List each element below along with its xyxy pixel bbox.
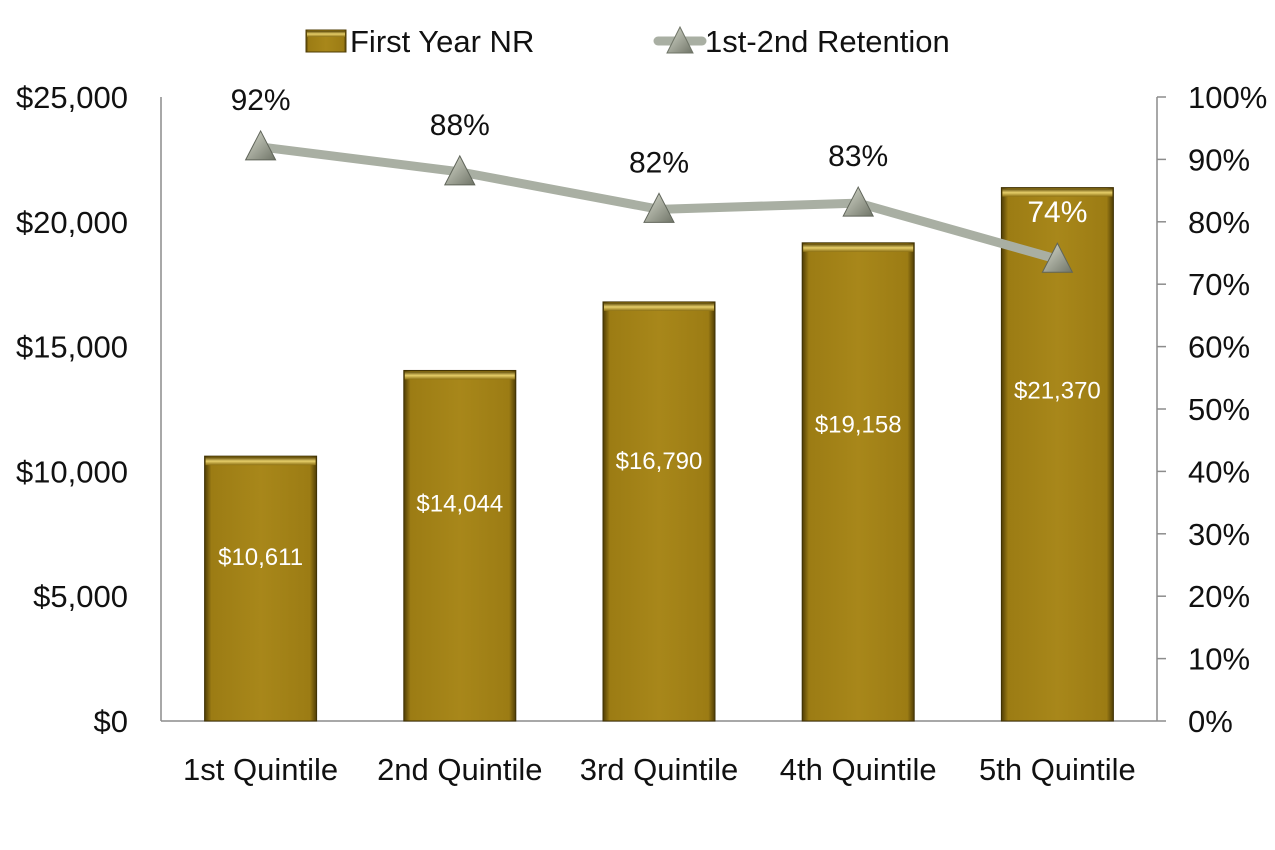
line-series bbox=[244, 129, 1074, 273]
right-axis-tick-label: 30% bbox=[1188, 517, 1250, 552]
left-axis-tick-label: $10,000 bbox=[16, 454, 128, 489]
x-axis-tick-label: 5th Quintile bbox=[979, 752, 1136, 787]
bar-bevel bbox=[205, 457, 316, 466]
legend-swatch-bar-highlight bbox=[307, 31, 345, 37]
retention-data-label: 82% bbox=[629, 146, 689, 179]
retention-marker bbox=[443, 154, 476, 186]
x-axis-tick-label: 4th Quintile bbox=[780, 752, 937, 787]
bar-data-label: $19,158 bbox=[815, 412, 902, 439]
bar bbox=[403, 369, 517, 722]
bar-data-label: $16,790 bbox=[616, 448, 703, 475]
line-data-labels: 92% 88% 82% 83% 74% bbox=[231, 84, 1088, 229]
legend-label-retention: 1st-2nd Retention bbox=[705, 24, 950, 59]
retention-marker bbox=[1041, 242, 1074, 273]
retention-marker bbox=[643, 192, 675, 223]
bar-data-label: $14,044 bbox=[416, 491, 503, 518]
bar-bevel bbox=[1002, 188, 1113, 197]
right-axis-tick-label: 10% bbox=[1188, 642, 1250, 677]
retention-data-label: 92% bbox=[231, 84, 291, 117]
bar-bevel bbox=[604, 302, 714, 311]
bar bbox=[204, 455, 318, 722]
right-axis-tick-label: 100% bbox=[1188, 80, 1267, 115]
right-axis-tick-label: 70% bbox=[1188, 267, 1250, 302]
left-axis-tick-label: $15,000 bbox=[16, 330, 128, 365]
right-axis-tick-label: 80% bbox=[1188, 205, 1250, 240]
right-axis-tick-labels: 0% 10% 20% 30% 40% 50% 60% 70% 80% 90% 100% bbox=[1188, 80, 1267, 739]
bar-data-label: $10,611 bbox=[218, 544, 303, 571]
retention-data-label: 83% bbox=[828, 140, 888, 173]
retention-data-label: 88% bbox=[430, 109, 490, 142]
bar-data-label: $21,370 bbox=[1014, 377, 1101, 404]
left-axis-tick-label: $25,000 bbox=[16, 80, 128, 115]
legend: First Year NR 1st-2nd Retention bbox=[305, 24, 950, 59]
right-axis-tick-label: 0% bbox=[1188, 704, 1233, 739]
right-axis-tick-label: 40% bbox=[1188, 454, 1250, 489]
bar-data-labels: $10,611 $14,044 $16,790 $19,158 $21,370 bbox=[218, 377, 1101, 570]
bar bbox=[801, 242, 915, 722]
retention-data-label: 74% bbox=[1027, 196, 1087, 229]
bar bbox=[602, 301, 716, 722]
left-axis-tick-labels: $0 $5,000 $10,000 $15,000 $20,000 $25,000 bbox=[16, 80, 128, 739]
right-axis-tick-label: 60% bbox=[1188, 330, 1250, 365]
left-axis-tick-label: $20,000 bbox=[16, 205, 128, 240]
right-axis-tick-label: 50% bbox=[1188, 392, 1250, 427]
bar bbox=[1000, 187, 1114, 722]
bar-series bbox=[204, 187, 1114, 722]
bar-bevel bbox=[803, 243, 914, 252]
left-axis-tick-label: $5,000 bbox=[33, 579, 128, 614]
x-axis-tick-label: 1st Quintile bbox=[183, 752, 338, 787]
legend-item-retention: 1st-2nd Retention bbox=[653, 24, 950, 59]
x-axis-tick-labels: 1st Quintile 2nd Quintile 3rd Quintile 4th … bbox=[183, 752, 1136, 787]
left-axis-tick-label: $0 bbox=[94, 704, 128, 739]
right-axis-tick-label: 90% bbox=[1188, 142, 1250, 177]
retention-marker bbox=[244, 129, 277, 161]
x-axis-tick-label: 3rd Quintile bbox=[580, 752, 739, 787]
legend-label-first-year-nr: First Year NR bbox=[350, 24, 534, 59]
bar-bevel bbox=[404, 371, 515, 380]
legend-item-first-year-nr: First Year NR bbox=[305, 24, 534, 59]
legend-swatch-marker bbox=[666, 25, 694, 54]
right-axis-tick-label: 20% bbox=[1188, 579, 1250, 614]
x-axis-tick-label: 2nd Quintile bbox=[377, 752, 542, 787]
retention-marker bbox=[842, 185, 875, 217]
